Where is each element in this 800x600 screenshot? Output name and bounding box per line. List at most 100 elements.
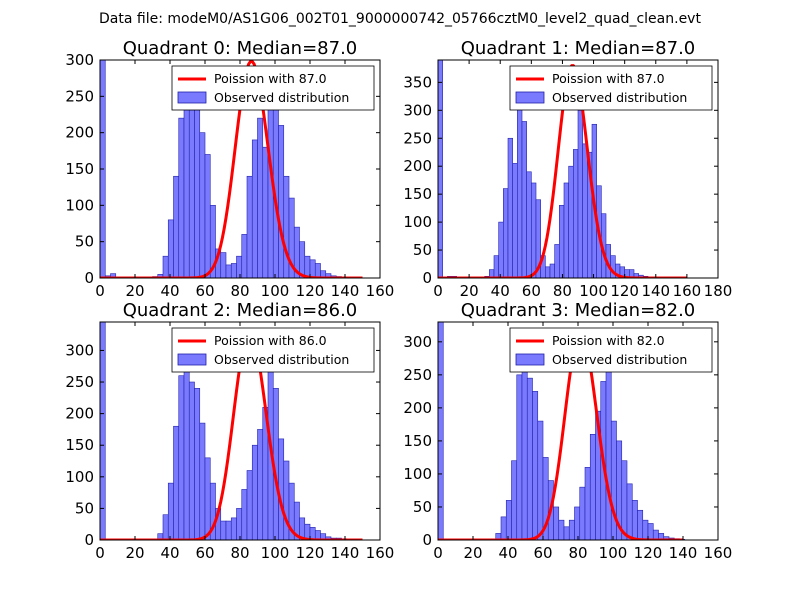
panel-2: 0 20 40 60 80 100 120 140 160 0 50 100 150 200 250 300 Q…	[65, 300, 394, 562]
legend-bar-label: Observed distribution	[214, 90, 349, 105]
legend-bar-swatch	[515, 353, 545, 366]
histogram-bar	[241, 489, 248, 540]
histogram-bar	[577, 110, 583, 278]
histogram-bar	[545, 266, 551, 278]
x-tick-label: 180	[704, 282, 733, 300]
x-tick-label: 0	[95, 282, 105, 300]
y-tick-label: 300	[65, 341, 94, 359]
histogram-bar	[241, 234, 248, 278]
histogram-bar	[225, 264, 232, 278]
plot-area	[438, 60, 687, 278]
legend-bar-label: Observed distribution	[214, 352, 349, 367]
histogram-bar	[507, 137, 513, 278]
histogram-bar	[251, 444, 258, 540]
y-tick-label: 200	[403, 157, 432, 175]
histogram-bar	[236, 255, 243, 278]
histogram-bar	[563, 526, 570, 540]
histogram-bar	[309, 527, 316, 540]
legend: Poission with 87.0 Observed distribution	[171, 65, 375, 111]
legend: Poission with 82.0 Observed distribution	[509, 327, 713, 373]
histogram-bar	[568, 519, 575, 540]
x-tick-label: 40	[160, 544, 179, 562]
x-tick-label: 140	[331, 282, 360, 300]
histogram-bar	[100, 322, 106, 540]
histogram-bar	[642, 519, 649, 540]
histogram-bar	[162, 255, 169, 278]
x-tick-label: 160	[366, 282, 395, 300]
y-tick-label: 0	[84, 531, 94, 549]
legend-bar-swatch	[177, 353, 207, 366]
x-tick-label: 100	[599, 544, 628, 562]
x-tick-label: 60	[533, 544, 552, 562]
x-tick-label: 0	[433, 544, 443, 562]
y-tick-label: 200	[65, 124, 94, 142]
histogram-bar	[257, 117, 264, 278]
legend-line-label: Poission with 86.0	[214, 333, 327, 348]
histogram-bar	[220, 520, 227, 540]
histogram-bar	[647, 523, 654, 540]
x-tick-label: 80	[553, 282, 572, 300]
histogram-bar	[568, 165, 574, 278]
histogram-bar	[584, 467, 591, 540]
x-tick-label: 20	[125, 282, 144, 300]
histogram-bar	[230, 263, 237, 278]
histogram-bar	[558, 519, 565, 540]
x-tick-label: 160	[366, 544, 395, 562]
panel-title: Quadrant 0: Median=87.0	[123, 38, 358, 59]
histogram-bar	[503, 188, 509, 278]
x-tick-label: 140	[669, 544, 698, 562]
plot-area	[100, 322, 363, 540]
panel-title: Quadrant 3: Median=82.0	[461, 300, 696, 321]
y-tick-label: 100	[403, 465, 432, 483]
histogram-bar	[498, 221, 504, 278]
histogram-bar	[521, 121, 527, 278]
histogram-bar	[559, 205, 565, 278]
panel-3: 0 20 40 60 80 100 120 140 160 0 50 100 150 200 250 300 Q…	[403, 300, 732, 562]
x-tick-label: 0	[95, 544, 105, 562]
legend-bar-label: Observed distribution	[552, 90, 687, 105]
histogram-bar	[554, 244, 560, 278]
x-tick-label: 120	[296, 282, 325, 300]
histogram-bar	[230, 517, 237, 540]
x-tick-label: 100	[261, 544, 290, 562]
histogram-bar	[173, 175, 180, 278]
histogram-bar	[573, 149, 579, 278]
histogram-bar	[512, 163, 518, 278]
x-tick-label: 40	[160, 282, 179, 300]
y-tick-label: 250	[403, 129, 432, 147]
plot-area	[438, 322, 686, 540]
y-tick-label: 300	[403, 101, 432, 119]
histogram-bar	[309, 259, 316, 278]
legend: Poission with 87.0 Observed distribution	[509, 65, 713, 111]
histogram-bar	[246, 470, 253, 540]
histogram-bar	[535, 199, 541, 278]
legend-line-label: Poission with 82.0	[552, 333, 665, 348]
histogram-bar	[283, 175, 290, 278]
histogram-bar	[579, 486, 586, 540]
y-tick-label: 100	[65, 196, 94, 214]
histogram-bar	[304, 255, 311, 278]
histogram-bar	[204, 457, 211, 540]
legend-bar-swatch	[515, 91, 545, 104]
y-tick-label: 100	[65, 468, 94, 486]
histogram-bar	[605, 367, 612, 540]
figure-title: Data file: modeM0/AS1G06_002T01_90000007…	[99, 11, 701, 27]
histogram-bar	[199, 422, 206, 540]
y-tick-label: 0	[422, 531, 432, 549]
histogram-bar	[582, 143, 588, 278]
histogram-bar	[631, 500, 638, 540]
histogram-bar	[167, 482, 174, 540]
histogram-bar	[178, 117, 185, 278]
histogram-bar	[199, 132, 206, 278]
histogram-bar	[236, 508, 243, 540]
x-tick-label: 100	[579, 282, 608, 300]
y-tick-label: 150	[403, 432, 432, 450]
x-tick-label: 80	[230, 544, 249, 562]
axes-frame	[437, 59, 719, 279]
x-tick-label: 120	[634, 544, 663, 562]
x-tick-label: 160	[673, 282, 702, 300]
histogram-bar	[225, 520, 232, 540]
y-tick-label: 50	[413, 498, 432, 516]
x-tick-label: 80	[568, 544, 587, 562]
